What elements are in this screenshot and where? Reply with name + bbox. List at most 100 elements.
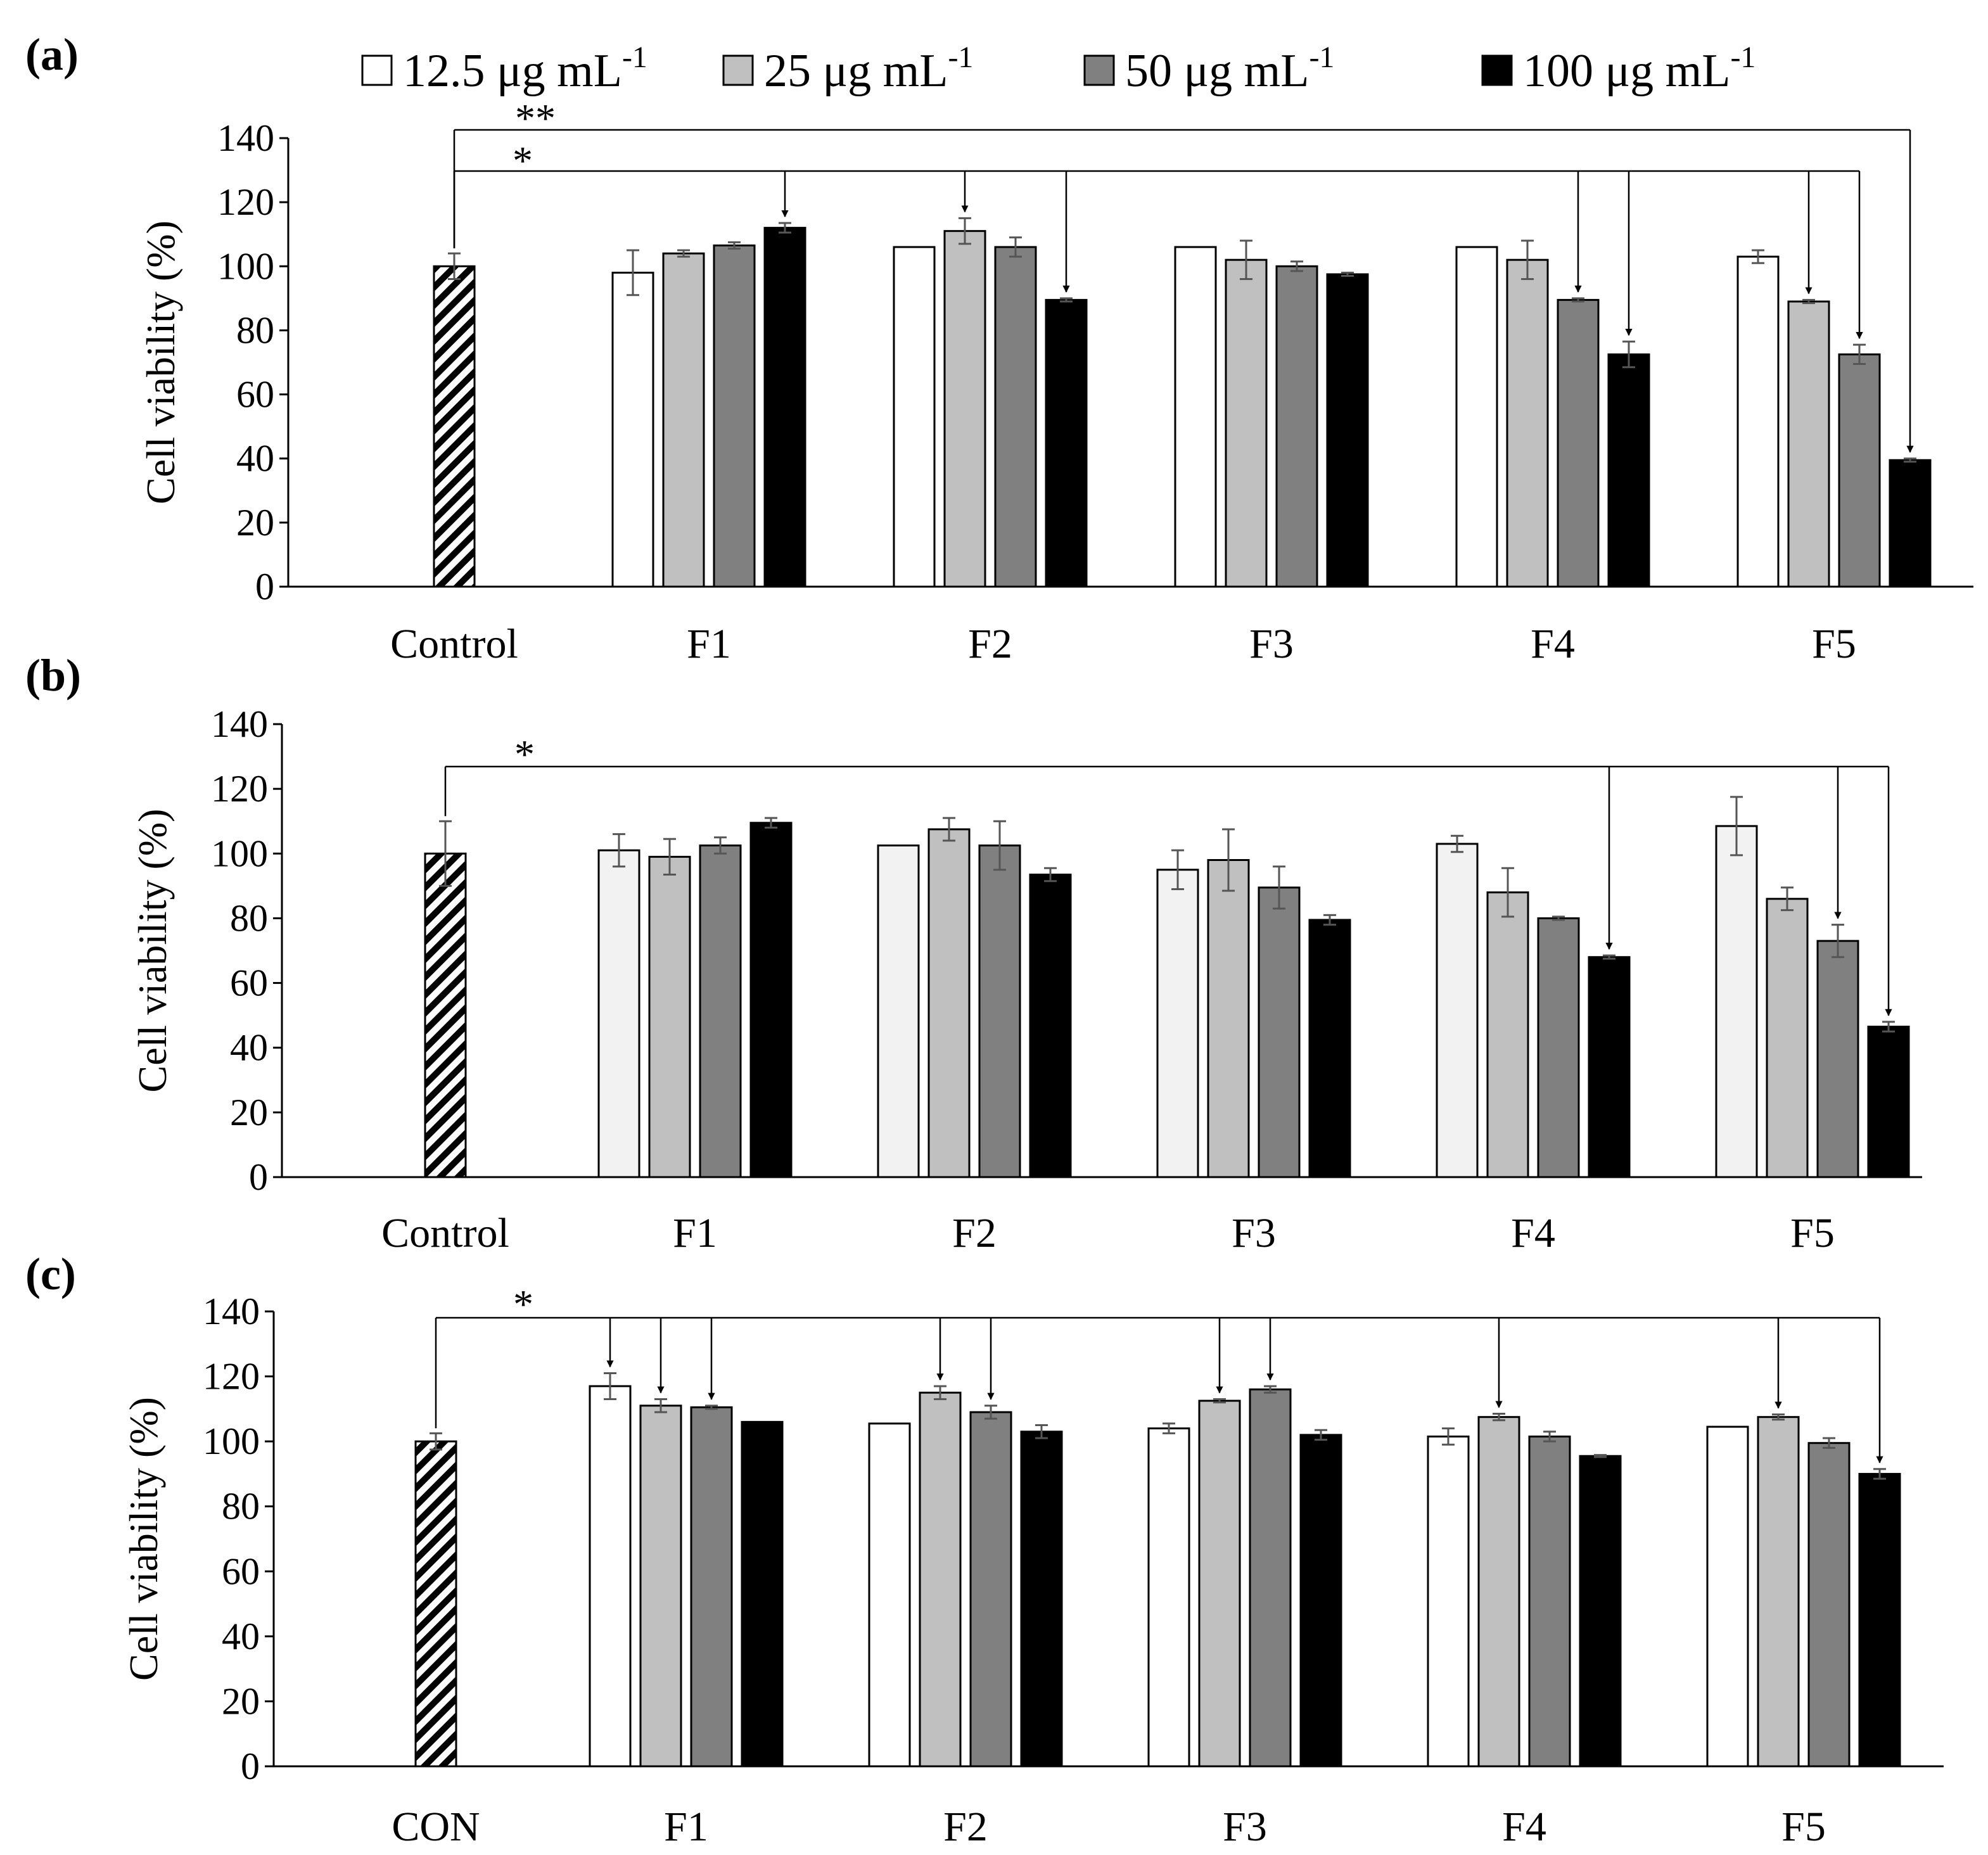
x-category-label: F5	[1781, 1804, 1826, 1850]
bar	[1156, 869, 1199, 1178]
x-category-label: F3	[1249, 621, 1294, 667]
bar	[1299, 1434, 1342, 1768]
y-tick-label: 80	[236, 309, 274, 351]
bar	[1715, 825, 1758, 1178]
bar	[877, 845, 920, 1178]
bar	[1486, 891, 1529, 1178]
y-tick-label: 60	[236, 374, 274, 416]
bar	[749, 822, 793, 1178]
x-category-label: F5	[1790, 1210, 1835, 1256]
bar	[648, 855, 691, 1178]
y-tick-label: 60	[230, 962, 268, 1004]
legend-label-0: 12.5 μg mL-1	[403, 41, 647, 97]
bar	[1766, 898, 1809, 1178]
panel-label: (b)	[25, 650, 81, 701]
x-category-label: F4	[1531, 621, 1575, 667]
bar	[1537, 917, 1580, 1178]
y-tick-label: 80	[222, 1486, 260, 1527]
y-tick-label: 0	[241, 1745, 260, 1787]
x-category-label: F1	[664, 1804, 708, 1850]
bar	[1867, 1026, 1910, 1178]
x-category-label: F3	[1232, 1210, 1276, 1256]
bar	[690, 1406, 733, 1768]
y-tick-label: 100	[203, 1420, 260, 1462]
bar	[1455, 246, 1498, 588]
y-tick-label: 100	[217, 245, 274, 287]
bar	[1225, 258, 1268, 588]
bar	[1607, 353, 1650, 588]
x-category-label: Control	[381, 1210, 509, 1256]
bar	[1147, 1427, 1190, 1768]
bar	[1029, 873, 1072, 1178]
bar	[927, 828, 971, 1178]
bar	[741, 1420, 784, 1768]
legend-swatch-0	[361, 54, 393, 86]
bar	[639, 1405, 682, 1768]
bar-control	[433, 265, 476, 588]
bar	[1506, 258, 1549, 588]
legend-swatch-3	[1481, 54, 1513, 86]
bar	[1207, 859, 1250, 1178]
panel-b: (b) 0 20 40 60 80 100 120 140 Cell viability (%) C…	[25, 650, 1922, 1256]
bar	[662, 252, 705, 588]
y-tick-label: 120	[211, 768, 268, 810]
bar	[1816, 940, 1859, 1178]
legend: 12.5 μg mL-1 25 μg mL-1 50 μg mL-1 100 μg m…	[361, 41, 1755, 97]
bar	[699, 845, 742, 1178]
bar	[978, 845, 1021, 1178]
y-axis-label: Cell viability (%)	[130, 809, 175, 1093]
bar	[1020, 1431, 1063, 1768]
significance-label: *	[514, 732, 535, 777]
x-category-label: F2	[952, 1210, 997, 1256]
significance-label: *	[513, 138, 533, 183]
bar	[1838, 353, 1881, 588]
y-tick-label: 60	[222, 1550, 260, 1592]
bar	[1757, 1416, 1800, 1768]
bar	[713, 244, 756, 588]
y-tick-label: 20	[230, 1092, 268, 1133]
x-category-label: F2	[943, 1804, 988, 1850]
bar	[1174, 246, 1217, 588]
x-category-label: F3	[1223, 1804, 1267, 1850]
bar	[943, 230, 986, 588]
bar	[1528, 1435, 1571, 1768]
bar-control	[414, 1440, 457, 1768]
bar	[763, 227, 806, 588]
bar	[1579, 1455, 1622, 1768]
bar	[597, 849, 640, 1178]
bar	[1045, 298, 1088, 588]
y-tick-label: 140	[217, 117, 274, 159]
y-tick-label: 40	[230, 1027, 268, 1069]
y-tick-label: 40	[236, 438, 274, 480]
y-axis-label: Cell viability (%)	[121, 1397, 166, 1681]
bar	[1557, 298, 1600, 588]
y-tick-label: 80	[230, 897, 268, 939]
bar	[1198, 1399, 1241, 1768]
x-category-label: Control	[390, 621, 518, 667]
x-category-label: F1	[673, 1210, 717, 1256]
legend-label-1: 25 μg mL-1	[764, 41, 973, 97]
legend-swatch-1	[722, 54, 754, 86]
bar	[1736, 255, 1780, 588]
bar	[969, 1411, 1012, 1768]
bar	[1308, 919, 1351, 1178]
legend-label-2: 50 μg mL-1	[1125, 41, 1334, 97]
bar	[1326, 273, 1369, 588]
x-category-label: CON	[392, 1804, 480, 1850]
bar	[1258, 886, 1301, 1178]
y-tick-label: 100	[211, 832, 268, 874]
y-tick-label: 0	[255, 566, 274, 608]
bar	[1477, 1416, 1520, 1768]
y-tick-label: 20	[236, 502, 274, 544]
y-tick-label: 120	[217, 181, 274, 223]
bar	[1249, 1388, 1292, 1768]
y-tick-label: 140	[203, 1291, 260, 1332]
bar	[893, 246, 936, 588]
bar	[1889, 459, 1932, 588]
bar	[919, 1391, 962, 1768]
bar	[1436, 843, 1479, 1178]
panel-label: (a)	[25, 29, 79, 80]
x-category-label: F4	[1502, 1804, 1546, 1850]
bar	[1807, 1442, 1851, 1768]
